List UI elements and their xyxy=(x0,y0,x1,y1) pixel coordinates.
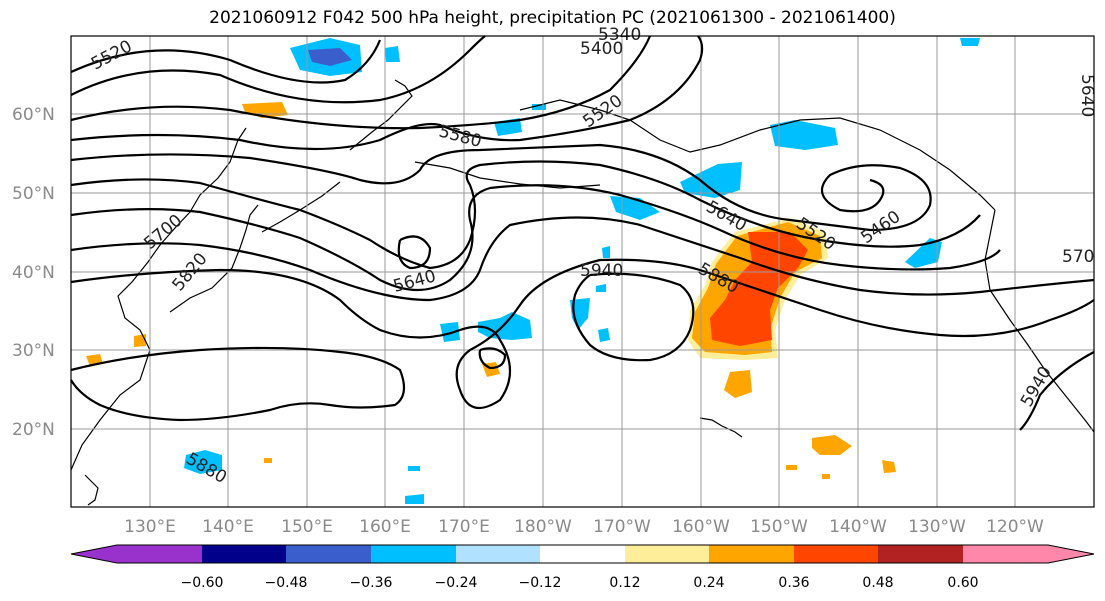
lon-label: 160°W xyxy=(672,517,730,537)
north-america-coastline xyxy=(984,209,1095,433)
colorbar-segment xyxy=(456,545,540,563)
positive-precip-area xyxy=(882,460,896,473)
lon-label: 140°E xyxy=(202,517,254,537)
lat-label: 30°N xyxy=(12,341,55,361)
negative-precip-area xyxy=(905,238,942,268)
gridlines xyxy=(71,36,1094,507)
lat-label: 20°N xyxy=(12,420,55,440)
colorbar-tick-label: 0.36 xyxy=(778,575,809,591)
height-contour-line xyxy=(70,39,382,84)
latitude-labels: 60°N 50°N 40°N 30°N 20°N xyxy=(12,105,55,440)
positive-precip-area xyxy=(786,465,797,470)
colorbar-tick-label: −0.36 xyxy=(350,575,393,591)
height-contour-line xyxy=(70,258,1095,410)
negative-precip-area xyxy=(308,48,352,66)
colorbar-segment xyxy=(371,545,456,563)
colorbar-tick-label: −0.24 xyxy=(435,575,478,591)
colorbar-segment xyxy=(540,545,625,563)
lon-label: 120°W xyxy=(986,517,1044,537)
negative-precip-area xyxy=(440,322,460,342)
lon-label: 180°W xyxy=(514,517,572,537)
plot-title: 2021060912 F042 500 hPa height, precipit… xyxy=(209,8,896,28)
colorbar-segment xyxy=(709,545,794,563)
positive-precip-area xyxy=(822,474,830,479)
lat-label: 40°N xyxy=(12,263,55,283)
kamchatka-coastline xyxy=(349,79,413,151)
negative-precip-area xyxy=(408,466,420,471)
height-contour-line xyxy=(478,347,507,370)
height-contour-line xyxy=(70,346,406,422)
negative-precip-area xyxy=(680,162,742,198)
lon-label: 150°E xyxy=(281,517,333,537)
alaska-coastline xyxy=(519,99,996,211)
positive-precip-area xyxy=(724,370,752,398)
japan-coastline xyxy=(169,204,259,313)
asia-coastline xyxy=(70,127,247,471)
negative-precip-area xyxy=(385,46,400,62)
hawaii-islands xyxy=(699,417,743,438)
height-contour-line xyxy=(70,35,704,151)
contour-label: 5340 xyxy=(598,25,641,45)
positive-precip-area xyxy=(264,458,272,463)
height-contour-line xyxy=(70,216,1095,302)
aleutian-islands xyxy=(414,161,601,189)
colorbar-ticks: −0.60 −0.48 −0.36 −0.24 −0.12 0.12 0.24 … xyxy=(181,575,979,591)
colorbar-tick-label: 0.24 xyxy=(693,575,724,591)
colorbar-tick-label: 0.60 xyxy=(947,575,978,591)
colorbar: −0.60 −0.48 −0.36 −0.24 −0.12 0.12 0.24 … xyxy=(70,544,1095,591)
lon-label: 160°E xyxy=(359,517,411,537)
contour-label: 570 xyxy=(1062,247,1094,267)
negative-precip-area xyxy=(960,38,980,46)
colorbar-tick-label: −0.48 xyxy=(265,575,308,591)
negative-precip-area xyxy=(405,494,424,504)
lat-label: 50°N xyxy=(12,184,55,204)
negative-precip-area xyxy=(478,312,532,340)
contour-label: 5640 xyxy=(1077,74,1097,117)
contour-label: 5400 xyxy=(580,39,623,59)
colorbar-segment xyxy=(625,545,709,563)
height-contour-line xyxy=(70,160,981,270)
philippines-coastline xyxy=(84,474,99,506)
positive-precip-area xyxy=(812,435,852,455)
lon-label: 170°E xyxy=(438,517,490,537)
colorbar-tick-label: 0.12 xyxy=(609,575,640,591)
colorbar-outline xyxy=(70,544,1095,564)
negative-precip-area xyxy=(184,450,222,474)
colorbar-tick-label: −0.12 xyxy=(519,575,562,591)
longitude-labels: 130°E 140°E 150°E 160°E 170°E 180°W 170°… xyxy=(124,517,1044,537)
height-contours xyxy=(70,35,1095,431)
colorbar-segments xyxy=(71,545,1094,563)
colorbar-segment xyxy=(286,545,371,563)
colorbar-segment xyxy=(202,545,286,563)
colorbar-tick-label: 0.48 xyxy=(862,575,893,591)
colorbar-tick-label: −0.60 xyxy=(181,575,224,591)
lon-label: 140°W xyxy=(829,517,887,537)
contour-label: 5940 xyxy=(580,261,623,281)
colorbar-segment xyxy=(794,545,878,563)
height-contour-line xyxy=(70,35,652,130)
lat-label: 60°N xyxy=(12,105,55,125)
positive-precip-area xyxy=(134,334,146,347)
colorbar-segment xyxy=(963,545,1094,563)
map-frame xyxy=(70,35,1095,508)
lon-label: 130°W xyxy=(908,517,966,537)
height-contour-line xyxy=(70,143,932,232)
colorbar-segment xyxy=(878,545,963,563)
coastlines xyxy=(70,79,1095,506)
negative-precip-area xyxy=(598,328,610,342)
lon-label: 150°W xyxy=(750,517,808,537)
height-contour-line xyxy=(572,272,695,362)
negative-precip-area xyxy=(596,284,606,292)
lon-label: 170°W xyxy=(593,517,651,537)
negative-precip-area xyxy=(770,120,838,150)
colorbar-segment xyxy=(71,545,202,563)
height-contour-line xyxy=(397,235,432,270)
height-contour-line xyxy=(70,184,1001,291)
height-contour-line xyxy=(70,35,486,104)
height-contour-line xyxy=(1019,351,1095,431)
lon-label: 130°E xyxy=(124,517,176,537)
negative-precip-area xyxy=(602,246,610,258)
